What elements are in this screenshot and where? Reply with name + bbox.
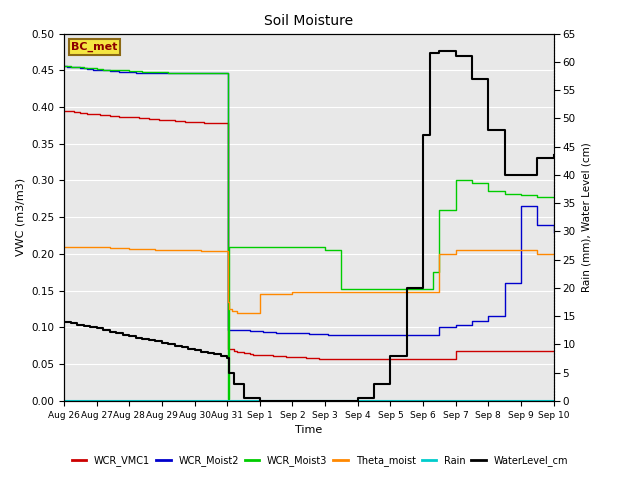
Legend: WCR_VMC1, WCR_Moist2, WCR_Moist3, Theta_moist, Rain, WaterLevel_cm: WCR_VMC1, WCR_Moist2, WCR_Moist3, Theta_… bbox=[68, 452, 572, 470]
X-axis label: Time: Time bbox=[295, 425, 323, 435]
Title: Soil Moisture: Soil Moisture bbox=[264, 14, 353, 28]
Y-axis label: VWC (m3/m3): VWC (m3/m3) bbox=[15, 178, 26, 256]
Text: BC_met: BC_met bbox=[71, 42, 118, 52]
Y-axis label: Rain (mm), Water Level (cm): Rain (mm), Water Level (cm) bbox=[581, 143, 591, 292]
